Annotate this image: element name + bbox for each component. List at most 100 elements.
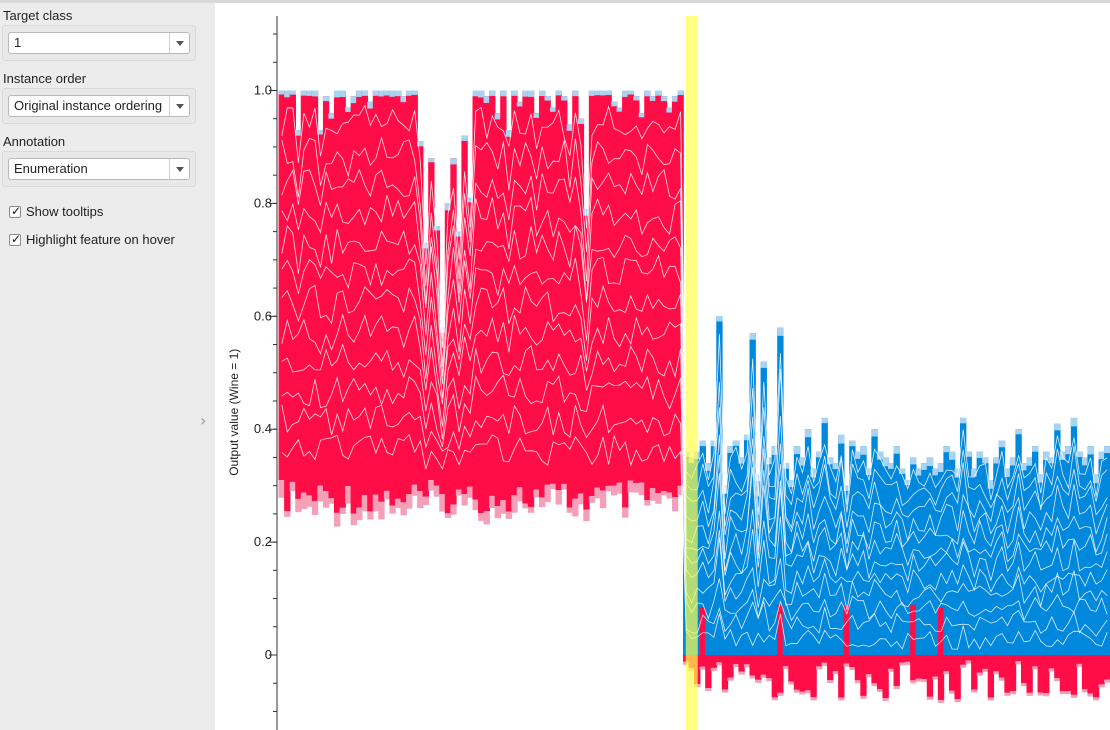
instance-negative-edge — [622, 90, 629, 97]
instance-positive-base — [921, 679, 928, 683]
instance-negative-edge — [710, 440, 718, 447]
instance-negative-edge — [1043, 451, 1050, 461]
instance-positive-base — [810, 697, 817, 701]
instance-positive-band — [749, 655, 756, 676]
instance-positive-base — [904, 661, 911, 665]
instance-positive-base — [727, 677, 734, 681]
chevron-down-icon[interactable] — [169, 33, 189, 53]
chevron-right-icon[interactable]: › — [200, 411, 207, 430]
instance-negative-band — [904, 480, 911, 655]
instance-positive-base — [577, 493, 585, 505]
checkbox-checked-icon[interactable] — [9, 204, 21, 218]
instance-positive-band — [1076, 655, 1083, 664]
instance-negative-edge — [500, 90, 507, 97]
instance-positive-base — [505, 511, 513, 519]
show-tooltips-checkbox[interactable]: Show tooltips — [9, 204, 103, 219]
instance-negative-edge — [494, 113, 501, 120]
instance-negative-band — [971, 468, 978, 655]
instance-positive-band — [865, 655, 873, 675]
instance-negative-edge — [782, 463, 790, 469]
instance-negative-edge — [987, 480, 995, 489]
instance-positive-base — [838, 697, 845, 701]
instance-positive-base — [998, 677, 1006, 681]
instance-positive-band — [1087, 655, 1094, 694]
instance-negative-band — [1026, 457, 1033, 655]
instance-positive-base — [960, 664, 967, 668]
instance-negative-edge — [1020, 463, 1028, 471]
instance-negative-band — [821, 417, 828, 655]
instance-positive-base — [815, 666, 823, 670]
instance-negative-edge — [998, 440, 1006, 448]
instance-negative-edge — [832, 463, 839, 470]
instance-positive-band — [871, 655, 878, 684]
instance-negative-band — [815, 451, 823, 655]
instance-positive-band — [455, 231, 463, 490]
instance-negative-band — [982, 457, 989, 655]
instance-negative-edge — [350, 96, 357, 104]
instance-negative-edge — [572, 90, 579, 97]
instance-negative-band — [899, 468, 906, 655]
instance-positive-band — [588, 90, 596, 497]
instance-negative-band — [1098, 451, 1105, 655]
instance-negative-band — [965, 451, 972, 655]
instance-positive-base — [627, 480, 634, 493]
instance-positive-band — [649, 96, 657, 489]
instance-positive-band — [998, 655, 1006, 678]
instance-negative-edge — [588, 90, 596, 96]
instance-positive-band — [289, 90, 297, 482]
instance-positive-base — [1015, 661, 1022, 665]
checkbox-checked-icon[interactable] — [9, 232, 21, 246]
instance-negative-edge — [960, 417, 967, 424]
instance-negative-edge — [561, 96, 568, 101]
instance-positive-band — [638, 113, 646, 483]
instance-negative-edge — [411, 90, 418, 95]
instance-positive-base — [738, 671, 745, 675]
instance-positive-band — [533, 113, 540, 490]
instance-positive-base — [671, 497, 679, 512]
instance-positive-band — [721, 655, 729, 690]
instance-positive-base — [588, 496, 596, 503]
instance-positive-base — [289, 481, 297, 492]
instance-order-select[interactable]: Original instance ordering — [8, 95, 190, 117]
instance-negative-edge — [478, 90, 485, 98]
instance-positive-band — [993, 655, 1000, 672]
chevron-down-icon[interactable] — [169, 159, 189, 179]
instance-positive-base — [782, 666, 790, 670]
instance-positive-base — [605, 485, 612, 492]
instance-negative-edge — [400, 96, 407, 103]
chevron-down-icon[interactable] — [169, 96, 189, 116]
instance-negative-edge — [489, 90, 496, 96]
instance-negative-edge — [311, 90, 319, 97]
instance-positive-band — [489, 90, 496, 496]
target-class-select[interactable]: 1 — [8, 32, 190, 54]
instance-positive-base — [566, 507, 574, 513]
instance-negative-band — [738, 457, 745, 655]
instance-positive-base — [550, 483, 557, 490]
instance-negative-band — [915, 468, 923, 655]
instance-negative-edge — [1004, 468, 1011, 477]
instance-positive-base — [915, 678, 923, 682]
instance-negative-band — [1104, 446, 1110, 655]
instance-negative-band — [987, 480, 995, 655]
instance-positive-band — [483, 96, 490, 512]
instance-positive-band — [771, 655, 778, 698]
instance-positive-band — [599, 90, 607, 491]
instance-positive-base — [394, 498, 402, 508]
instance-positive-base — [500, 500, 507, 514]
instance-negative-edge — [317, 130, 324, 135]
instance-positive-base — [1065, 691, 1072, 695]
instance-negative-edge — [483, 96, 490, 103]
highlighted-instance-bar[interactable] — [685, 16, 698, 730]
instance-negative-band — [888, 463, 895, 655]
highlight-feature-checkbox[interactable]: Highlight feature on hover — [9, 232, 175, 247]
instance-negative-edge — [1092, 474, 1100, 484]
instance-positive-base — [1026, 692, 1033, 696]
annotation-select[interactable]: Enumeration — [8, 158, 190, 180]
instance-positive-band — [899, 655, 906, 663]
instance-negative-edge — [406, 90, 413, 96]
instance-negative-edge — [838, 434, 845, 444]
force-plot-chart[interactable]: 0 0.2 0.4 0.6 0.8 1.0 Output value (Wine = 1) — [215, 3, 1110, 730]
instance-positive-base — [1087, 693, 1094, 697]
instance-negative-edge — [926, 457, 934, 467]
instance-positive-base — [788, 681, 795, 685]
